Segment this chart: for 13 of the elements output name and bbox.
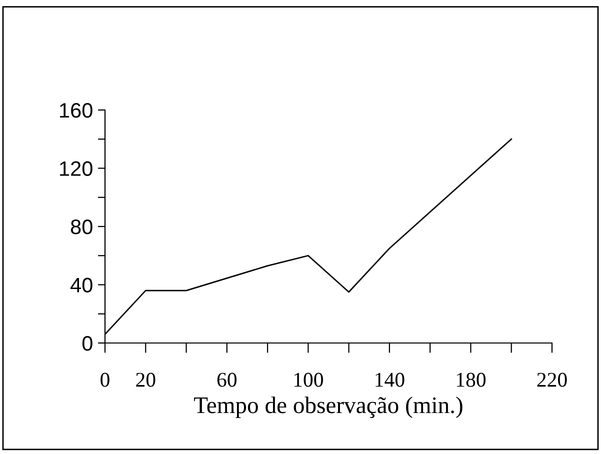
y-tick-label: 80 [70, 220, 92, 234]
x-tick-label: 220 [537, 372, 567, 387]
x-tick-label: 0 [100, 372, 110, 387]
x-tick-label: 140 [376, 372, 404, 387]
y-tick-label: 120 [60, 161, 92, 176]
x-tick-label: 60 [217, 372, 237, 387]
x-tick-label: 180 [456, 372, 486, 387]
x-tick-label: 20 [136, 372, 156, 387]
y-tick-label: 160 [60, 103, 92, 118]
y-tick-label: 40 [70, 278, 92, 293]
x-axis-title: Tempo de observação (min.) [194, 396, 462, 418]
x-tick-label: 100 [294, 372, 324, 387]
y-tick-label: 0 [82, 336, 92, 351]
